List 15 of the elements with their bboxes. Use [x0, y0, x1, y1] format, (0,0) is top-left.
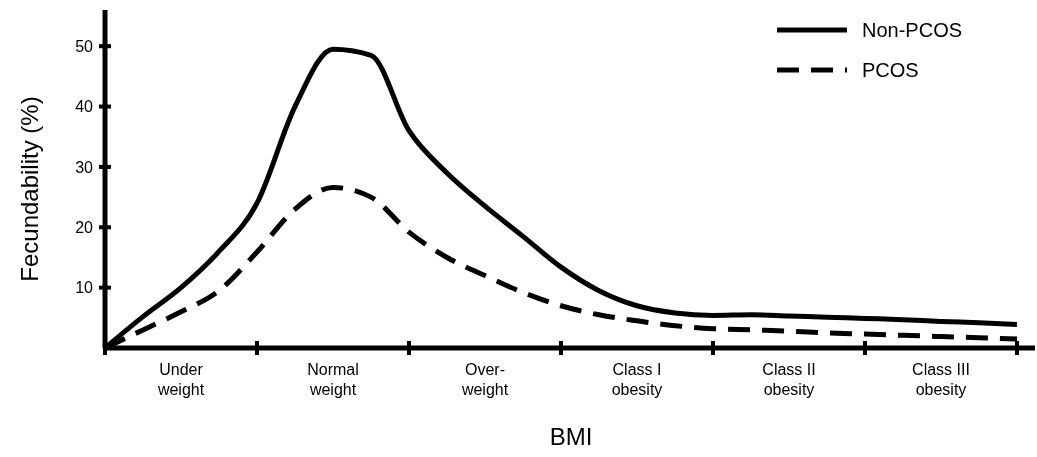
x-tick-label: Normal weight — [307, 361, 359, 398]
x-tick-label: Under weight — [156, 361, 205, 398]
y-tick-label: 10 — [75, 279, 94, 297]
y-tick-label: 30 — [75, 158, 94, 176]
x-tick-label: Over- weight — [460, 361, 509, 398]
y-tick-label: 40 — [75, 98, 94, 116]
y-tick-label: 20 — [75, 218, 94, 236]
legend-label: Non-PCOS — [862, 19, 963, 41]
x-axis-title: BMI — [549, 423, 593, 450]
x-tick-label: Class III obesity — [912, 361, 970, 398]
y-axis-title: Fecundability (%) — [16, 96, 43, 282]
legend-label: PCOS — [862, 59, 919, 81]
y-tick-label: 50 — [75, 37, 94, 55]
x-tick-label: Class I obesity — [611, 361, 663, 398]
x-tick-label: Class II obesity — [762, 361, 816, 398]
